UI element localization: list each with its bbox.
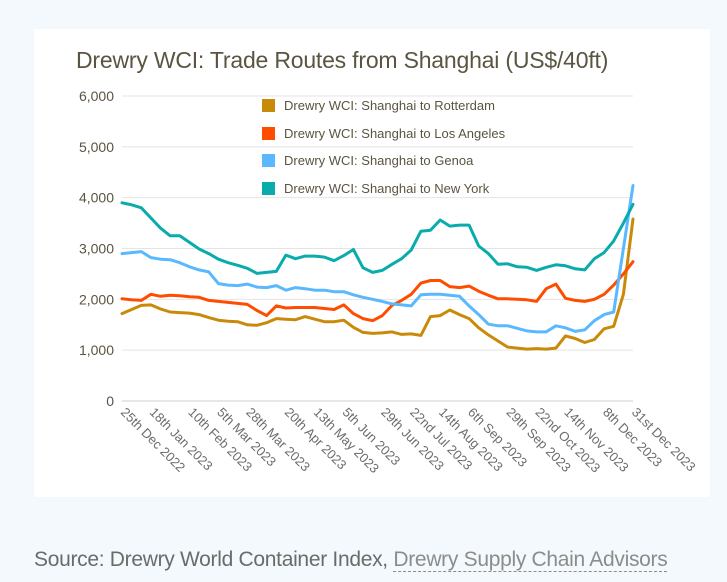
legend-swatch-icon xyxy=(262,99,275,113)
legend-label: Drewry WCI: Shanghai to Genoa xyxy=(284,153,474,169)
legend-item-new-york[interactable]: Drewry WCI: Shanghai to New York xyxy=(259,175,529,203)
svg-text:2,000: 2,000 xyxy=(79,291,114,307)
source-caption: Source: Drewry World Container Index, Dr… xyxy=(34,548,668,572)
legend-label: Drewry WCI: Shanghai to Rotterdam xyxy=(284,98,495,114)
legend-swatch-icon xyxy=(262,154,275,168)
legend-item-rotterdam[interactable]: Drewry WCI: Shanghai to Rotterdam xyxy=(259,92,529,120)
svg-text:4,000: 4,000 xyxy=(79,190,114,206)
y-axis-labels: 0 1,000 2,000 3,000 4,000 5,000 6,000 xyxy=(79,88,114,409)
svg-text:1,000: 1,000 xyxy=(79,342,114,358)
legend-swatch-icon xyxy=(262,126,275,140)
legend-label: Drewry WCI: Shanghai to Los Angeles xyxy=(284,125,506,141)
legend-item-los-angeles[interactable]: Drewry WCI: Shanghai to Los Angeles xyxy=(259,120,529,148)
legend: Drewry WCI: Shanghai to Rotterdam Drewry… xyxy=(259,92,529,202)
legend-item-genoa[interactable]: Drewry WCI: Shanghai to Genoa xyxy=(259,147,529,175)
svg-text:0: 0 xyxy=(106,393,114,409)
series-lines xyxy=(120,184,635,351)
source-text: Source: Drewry World Container Index, xyxy=(34,548,394,571)
legend-label: Drewry WCI: Shanghai to New York xyxy=(284,180,490,196)
legend-swatch-icon xyxy=(262,181,275,195)
svg-text:5,000: 5,000 xyxy=(79,139,114,155)
svg-text:6,000: 6,000 xyxy=(79,88,114,104)
chart-card xyxy=(34,29,710,497)
chart-title: Drewry WCI: Trade Routes from Shanghai (… xyxy=(76,47,609,73)
svg-text:3,000: 3,000 xyxy=(79,241,114,257)
source-link[interactable]: Drewry Supply Chain Advisors xyxy=(393,548,668,572)
